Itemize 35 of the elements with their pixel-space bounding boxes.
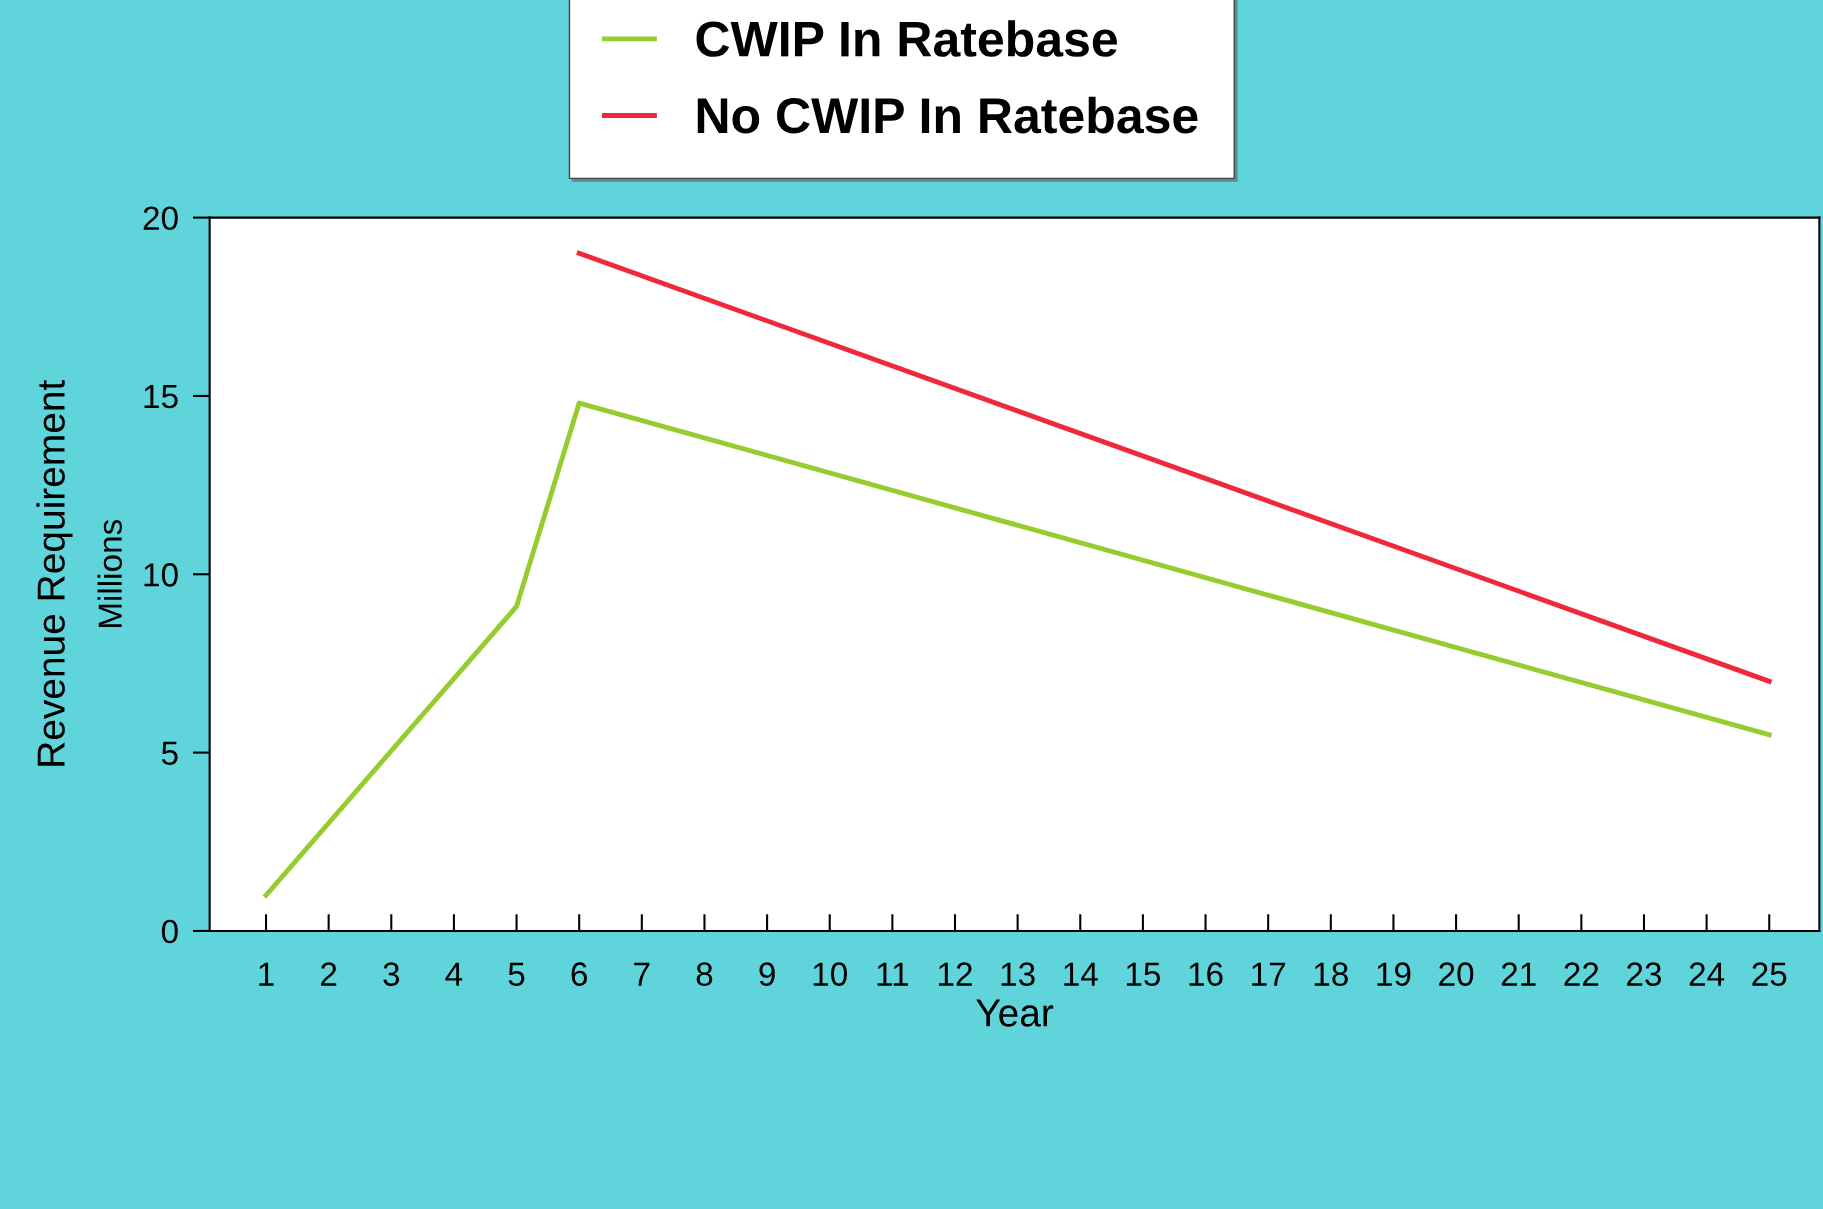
- x-tick-label: 8: [696, 962, 713, 986]
- x-tick-label: 16: [1189, 962, 1223, 986]
- x-tick-label: 3: [383, 962, 400, 986]
- x-tick-label: 12: [939, 962, 972, 986]
- x-tick-label: 5: [508, 962, 525, 986]
- x-axis-title: Year: [976, 999, 1054, 1027]
- x-tick-label: 7: [634, 962, 650, 986]
- x-tick-label: 11: [877, 962, 909, 986]
- y-tick-label: 20: [143, 206, 178, 231]
- text: Millions: [97, 519, 123, 628]
- x-tick-label: 13: [1001, 962, 1035, 986]
- legend-label: No CWIP In Ratebase: [697, 96, 1198, 134]
- legend-label: CWIP In Ratebase: [696, 20, 1117, 57]
- x-tick-label: 21: [1501, 962, 1536, 986]
- x-tick-label: 24: [1689, 962, 1725, 986]
- y-axis-title: Revenue Requirement: [36, 379, 73, 766]
- y-tick-label: 10: [144, 563, 178, 587]
- x-tick-label: 14: [1064, 962, 1098, 986]
- x-tick-label: 15: [1126, 962, 1161, 986]
- x-tick-label: 4: [445, 962, 463, 986]
- y-tick-label: 15: [144, 385, 178, 409]
- x-tick-label: 22: [1564, 962, 1599, 986]
- x-tick-label: 6: [571, 962, 587, 986]
- x-tick-label: 9: [759, 962, 775, 986]
- x-tick-label: 17: [1252, 962, 1286, 986]
- x-tick-label: 10: [813, 962, 847, 986]
- x-tick-label: 20: [1439, 962, 1474, 986]
- x-tick-label: 25: [1752, 962, 1787, 986]
- x-tick-label: 1: [259, 962, 274, 986]
- x-tick-label: 18: [1314, 962, 1348, 986]
- y-tick-label: 0: [161, 919, 178, 944]
- x-tick-label: 23: [1627, 962, 1662, 986]
- x-tick-label: 19: [1377, 962, 1411, 986]
- y-tick-label: 5: [161, 741, 178, 766]
- x-tick-label: 2: [321, 962, 337, 986]
